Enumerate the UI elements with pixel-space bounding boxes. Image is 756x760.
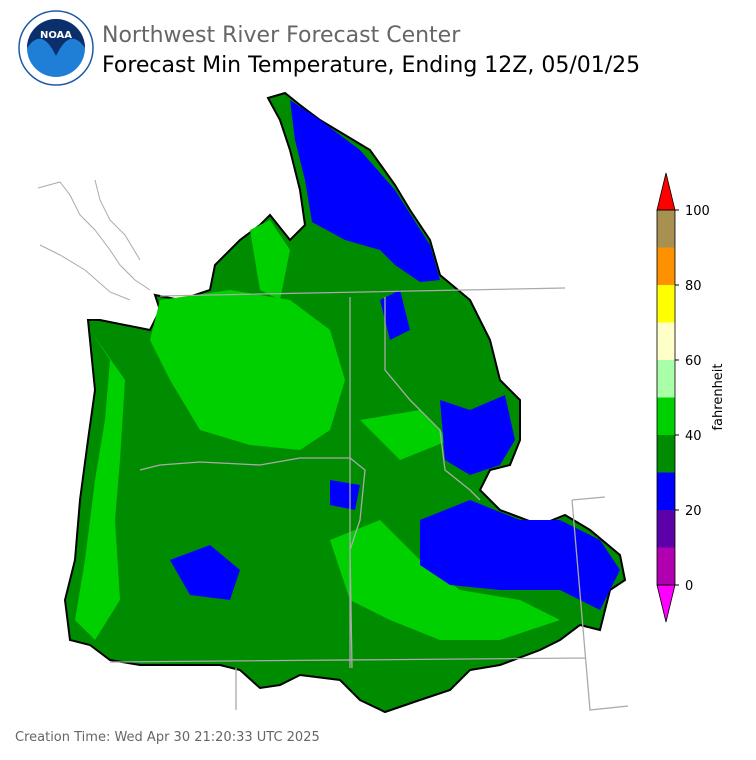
colorbar-tick-label: 100 xyxy=(685,204,710,219)
cold-zones xyxy=(170,100,620,610)
colorbar-segment xyxy=(657,435,675,473)
colorbar: 0 20 40 60 80 100 xyxy=(656,172,710,623)
colorbar-tick-label: 20 xyxy=(685,504,702,519)
colorbar-segment xyxy=(657,285,675,323)
logo-text: NOAA xyxy=(40,30,72,41)
colorbar-segment xyxy=(657,322,675,360)
colorbar-tick-label: 80 xyxy=(685,279,702,294)
canada-coast xyxy=(37,179,151,301)
colorbar-frame xyxy=(656,209,676,586)
noaa-logo: NOAA xyxy=(18,10,94,86)
colorbar-tick-label: 40 xyxy=(685,429,702,444)
colorbar-under xyxy=(656,584,676,623)
colorbar-segment xyxy=(657,360,675,398)
colorbar-tick-label: 60 xyxy=(685,354,702,369)
map xyxy=(37,91,629,714)
colorbar-segment xyxy=(657,397,675,435)
state-lines xyxy=(109,287,629,711)
colorbar-over xyxy=(656,172,676,211)
colorbar-segment xyxy=(657,210,675,248)
colorbar-segment xyxy=(657,547,675,585)
colorbar-label: fahrenheit xyxy=(711,363,726,430)
subtitle: Forecast Min Temperature, Ending 12Z, 05… xyxy=(102,53,640,78)
creation-time: Creation Time: Wed Apr 30 21:20:33 UTC 2… xyxy=(15,730,320,745)
title: Northwest River Forecast Center xyxy=(102,23,461,48)
colorbar-segment xyxy=(657,510,675,548)
colorbar-segment xyxy=(657,247,675,285)
colorbar-tick-label: 0 xyxy=(685,579,693,594)
colorbar-segment xyxy=(657,472,675,510)
